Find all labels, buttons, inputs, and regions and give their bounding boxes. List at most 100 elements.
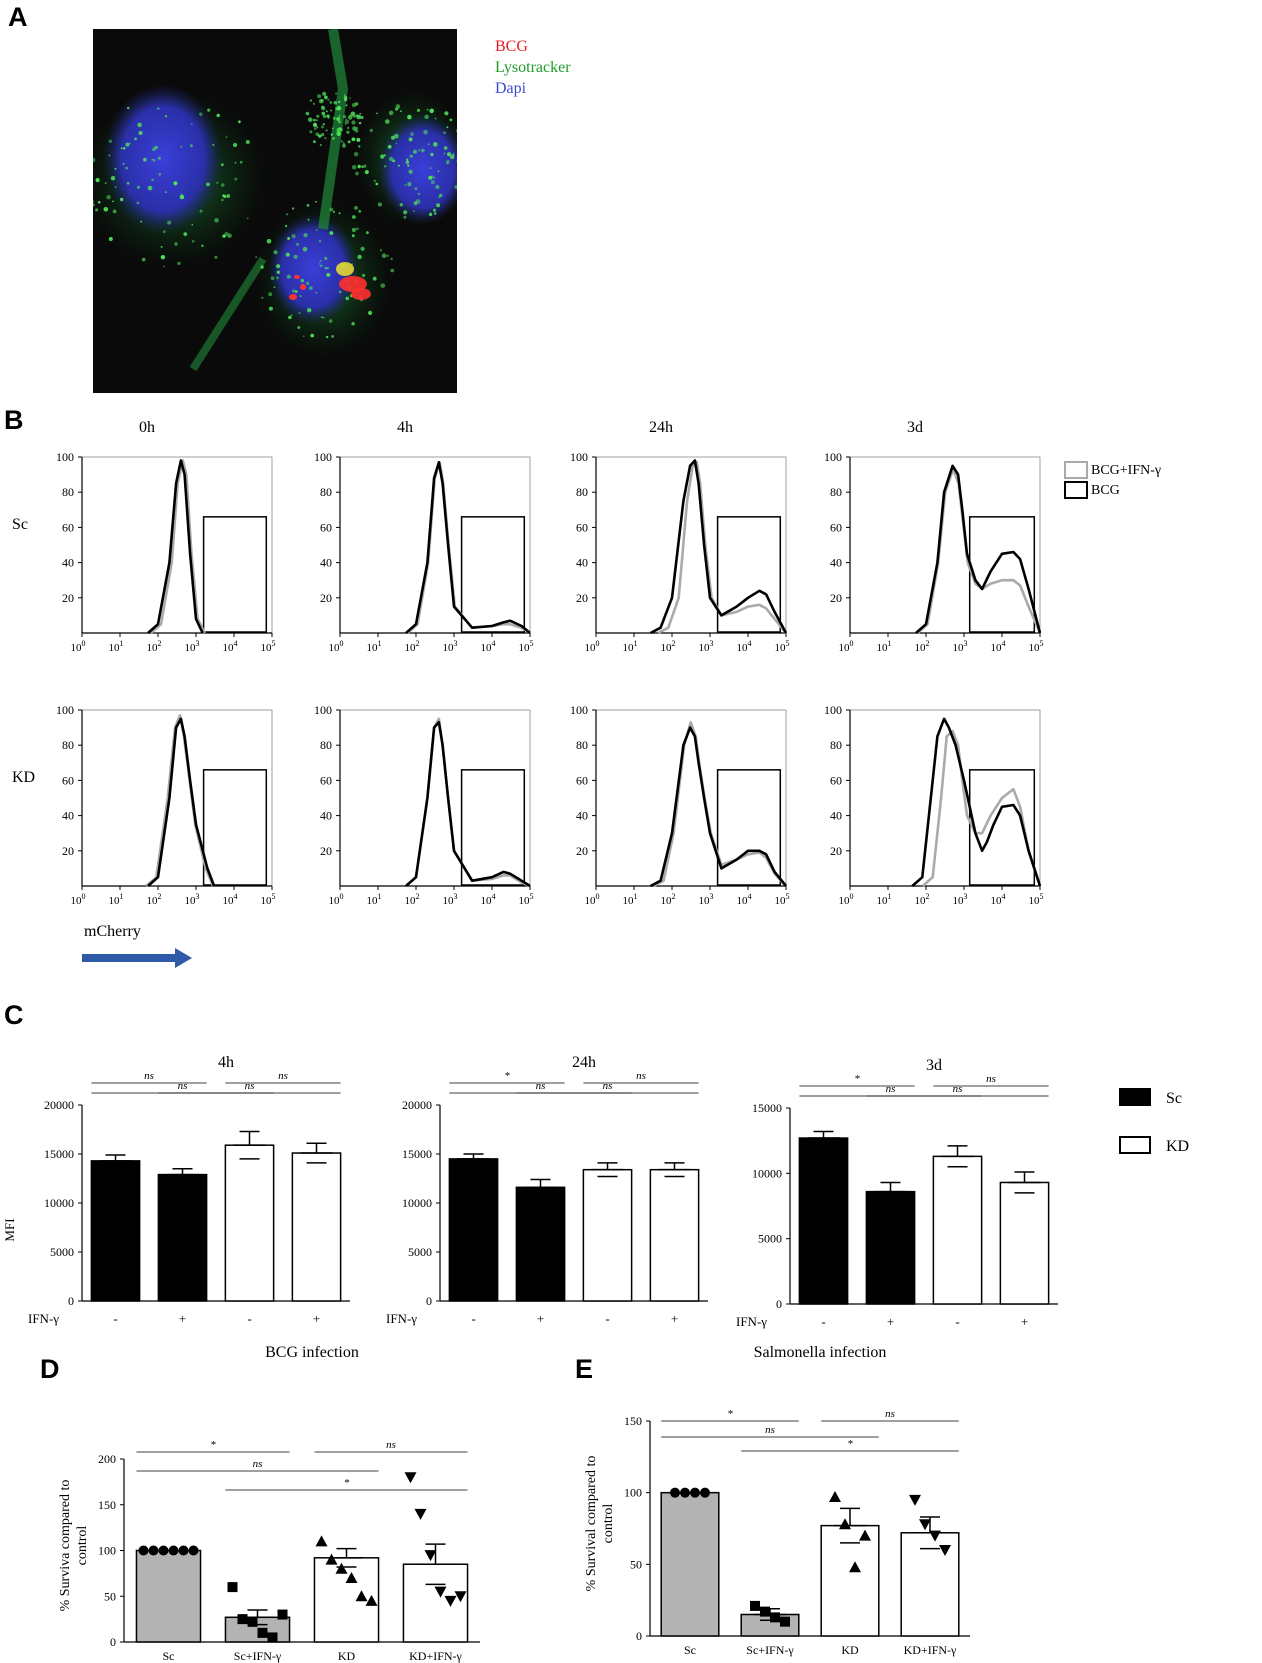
x-tick-base: 10	[623, 642, 635, 654]
significance-label: ns	[536, 1080, 546, 1092]
lysotracker-dot	[330, 133, 334, 136]
x-tick-exponent: 4	[748, 892, 752, 901]
data-point-square	[267, 1632, 278, 1643]
lysotracker-dot	[319, 240, 321, 243]
data-point-square	[277, 1609, 288, 1620]
lysotracker-dot	[302, 335, 305, 338]
lysotracker-dot	[443, 146, 448, 150]
lysotracker-dot	[351, 234, 355, 238]
lysotracker-dot	[160, 245, 163, 248]
data-point-triangle-down	[919, 1519, 931, 1531]
legend-swatch-1	[1064, 481, 1088, 499]
lysotracker-dot	[319, 143, 322, 147]
mcherry-arrow-head	[175, 948, 192, 968]
y-tick-label: 60	[320, 773, 332, 787]
lysotracker-dot	[355, 127, 358, 129]
lysotracker-dot	[201, 244, 204, 247]
y-tick-label: 50	[630, 1557, 642, 1571]
significance-label: ns	[386, 1439, 396, 1451]
ifn-axis-label: IFN-γ	[736, 1314, 767, 1329]
x-tick-base: 10	[877, 895, 889, 907]
x-tick-label: 102	[661, 639, 676, 654]
y-tick-label: 80	[62, 485, 74, 499]
x-tick-base: 10	[877, 642, 889, 654]
lysotracker-dot	[180, 145, 183, 148]
category-label: KD	[841, 1643, 859, 1657]
x-tick-exponent: 1	[378, 892, 382, 901]
data-point-circle	[138, 1545, 149, 1556]
lysotracker-dot	[390, 257, 393, 261]
data-point-triangle-down	[454, 1591, 467, 1603]
lysotracker-dot	[387, 144, 392, 149]
lysotracker-dot	[434, 212, 437, 215]
gate-box	[202, 769, 268, 886]
lysotracker-dot	[93, 157, 96, 163]
lysotracker-dot	[357, 254, 362, 260]
lysotracker-dot	[216, 181, 219, 184]
y-tick-label: 40	[576, 809, 588, 823]
bar-0	[90, 1160, 141, 1302]
x-tick-base: 10	[147, 895, 159, 907]
bar-1	[865, 1190, 916, 1305]
x-tick-exponent: 3	[964, 639, 968, 648]
data-point-triangle-up	[829, 1490, 841, 1502]
lysotracker-dot	[114, 167, 117, 170]
x-tick-base: 10	[661, 895, 673, 907]
data-point-circle	[700, 1487, 710, 1498]
mfi-chart-24h: 0 5000 10000 15000 20000 * ns ns ns 24h - + - + IFN-γ	[386, 1054, 708, 1326]
lysotracker-dot	[316, 229, 318, 231]
bar-0	[448, 1158, 499, 1302]
lysotracker-dot	[373, 179, 376, 183]
lysotracker-dot	[433, 176, 436, 179]
x-tick-exponent: 5	[786, 892, 790, 901]
data-point-triangle-up	[849, 1561, 861, 1573]
lysotracker-dot	[114, 186, 117, 188]
y-tick-label: 100	[56, 703, 74, 717]
lysotracker-dot	[316, 126, 319, 129]
x-tick-exponent: 4	[234, 639, 238, 648]
plot-frame	[81, 709, 273, 887]
y-tick-label: 20	[576, 591, 588, 605]
y-tick-label: 10000	[402, 1196, 432, 1210]
x-tick-label: 102	[405, 892, 420, 907]
x-tick-label: 105	[775, 639, 790, 654]
y-tick-label: 20000	[44, 1098, 74, 1112]
y-label-line-1: % Survival compared to	[584, 1456, 599, 1592]
lysotracker-dot	[324, 256, 328, 260]
lysotracker-dot	[307, 117, 313, 122]
data-point-circle	[168, 1545, 179, 1556]
x-tick-exponent: 1	[378, 639, 382, 648]
x-tick-base: 10	[737, 642, 749, 654]
x-tick-base: 10	[405, 895, 417, 907]
lysotracker-dot	[400, 110, 402, 113]
legend-label-0: BCG+IFN-γ	[1091, 463, 1161, 478]
lysotracker-dot	[214, 218, 219, 223]
x-tick-exponent: 5	[786, 639, 790, 648]
gate-box	[716, 516, 782, 633]
lysotracker-dot	[225, 136, 228, 138]
y-tick-label: 40	[62, 809, 74, 823]
x-tick-label: 102	[147, 639, 162, 654]
chart-title: BCG infection	[265, 1344, 359, 1361]
lysotracker-dot	[286, 213, 289, 216]
lysotracker-dot	[122, 147, 126, 150]
lysotracker-dot	[293, 254, 298, 259]
lysotracker-dot	[104, 182, 107, 185]
x-tick-exponent: 0	[596, 892, 600, 901]
category-label: Sc+IFN-γ	[234, 1649, 282, 1663]
lysotracker-dot	[446, 159, 450, 164]
lysotracker-dot	[276, 264, 281, 269]
x-tick-base: 10	[991, 642, 1003, 654]
y-tick-label: 80	[830, 738, 842, 752]
y-tick-label: 100	[570, 703, 588, 717]
plot-frame	[595, 709, 787, 887]
lysotracker-dot	[190, 123, 193, 126]
lysotracker-dot	[320, 133, 325, 137]
gate-box	[460, 516, 526, 633]
lysotracker-dot	[273, 286, 276, 289]
lysotracker-dot	[222, 234, 226, 238]
lysotracker-dot	[372, 276, 377, 281]
y-tick-label: 0	[776, 1297, 782, 1311]
